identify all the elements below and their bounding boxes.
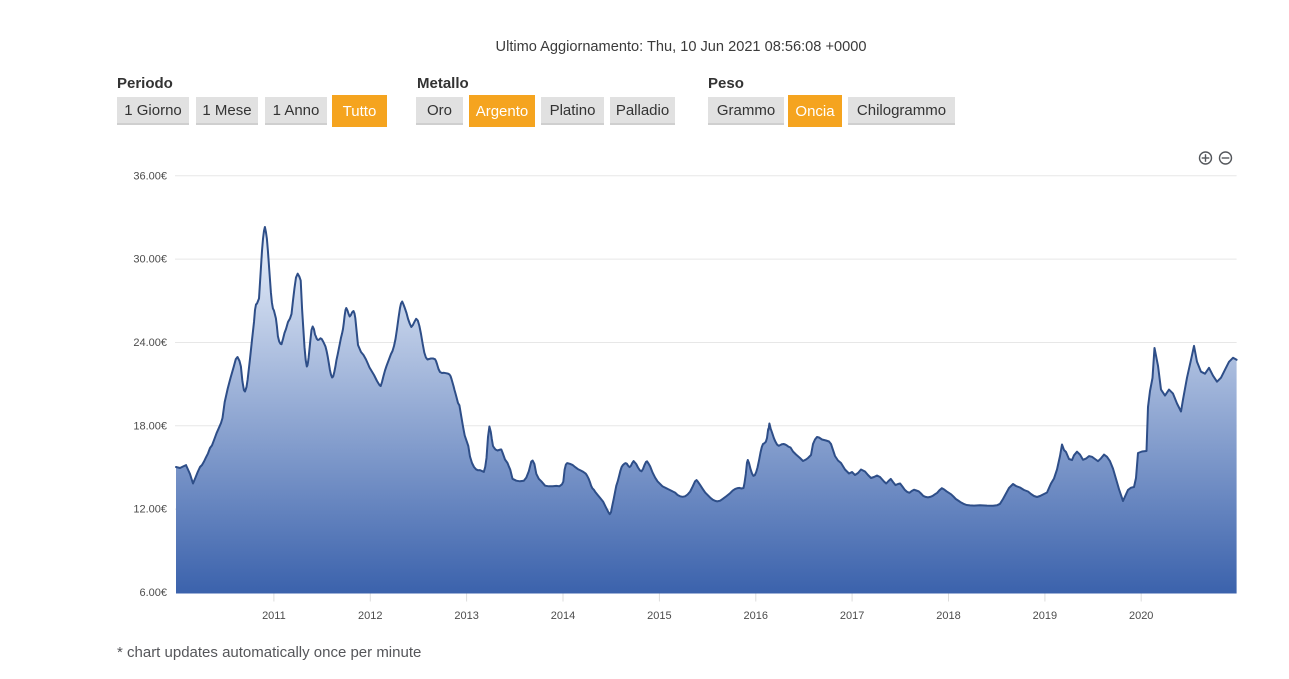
svg-text:24.00€: 24.00€ — [133, 337, 167, 349]
svg-text:2013: 2013 — [454, 610, 478, 622]
svg-text:2020: 2020 — [1129, 610, 1153, 622]
svg-text:30.00€: 30.00€ — [133, 254, 167, 266]
svg-text:2018: 2018 — [936, 610, 960, 622]
svg-text:2016: 2016 — [744, 610, 768, 622]
svg-text:2019: 2019 — [1033, 610, 1057, 622]
svg-text:2011: 2011 — [262, 610, 286, 622]
svg-text:2012: 2012 — [358, 610, 382, 622]
svg-text:36.00€: 36.00€ — [133, 170, 167, 182]
svg-text:18.00€: 18.00€ — [133, 420, 167, 432]
svg-text:2017: 2017 — [840, 610, 864, 622]
svg-text:2015: 2015 — [647, 610, 671, 622]
svg-text:6.00€: 6.00€ — [139, 587, 167, 599]
svg-text:12.00€: 12.00€ — [133, 504, 167, 516]
svg-text:2014: 2014 — [551, 610, 575, 622]
